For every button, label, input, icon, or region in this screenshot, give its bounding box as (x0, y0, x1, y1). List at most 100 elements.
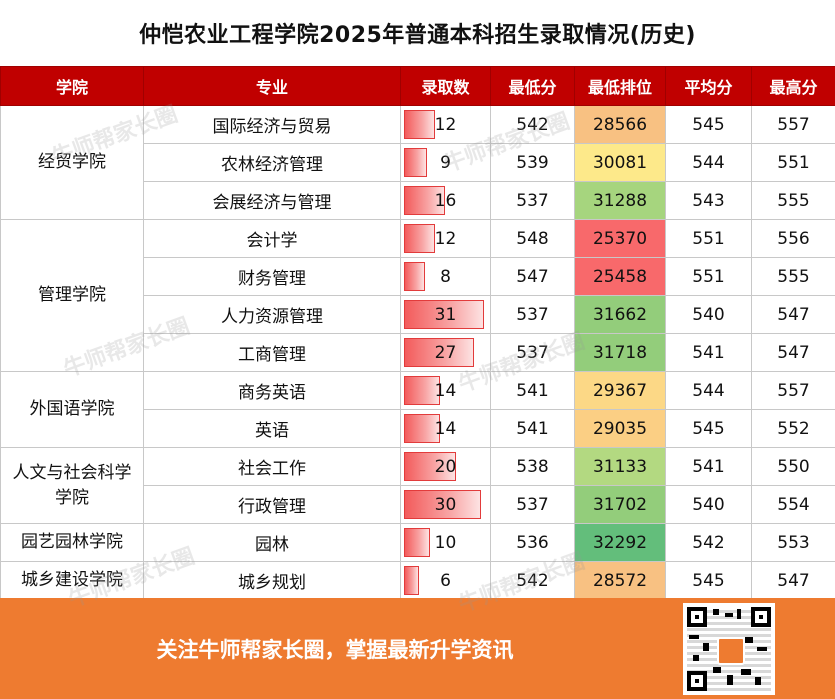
min-rank-cell: 31288 (574, 181, 666, 220)
min-score-cell: 541 (490, 371, 575, 410)
count-cell: 16 (400, 181, 491, 220)
max-score-cell: 550 (751, 447, 835, 486)
min-score-cell-value: 537 (516, 494, 549, 515)
page-title: 仲恺农业工程学院2025年普通本科招生录取情况(历史) (139, 23, 696, 48)
min-score-cell-value: 538 (516, 456, 549, 477)
avg-score-cell-value: 541 (692, 456, 725, 477)
count-cell: 14 (400, 371, 491, 410)
qr-code[interactable] (683, 603, 775, 695)
avg-score-cell: 551 (665, 219, 752, 258)
min-rank-cell: 29367 (574, 371, 666, 410)
major-cell-value: 行政管理 (238, 497, 306, 517)
min-rank-cell: 31133 (574, 447, 666, 486)
major-cell: 农林经济管理 (143, 143, 401, 182)
college-name: 人文与社会科学 学院 (12, 462, 132, 508)
avg-score-cell: 551 (665, 257, 752, 296)
max-score-cell-value: 547 (777, 570, 810, 591)
table-row: 农林经济管理 9 539 30081 544 551 (1, 143, 835, 182)
count-bar (404, 376, 440, 405)
count-cell-value: 8 (440, 266, 451, 287)
major-cell-value: 会展经济与管理 (212, 193, 332, 213)
major-cell: 财务管理 (143, 257, 401, 296)
table-row: 外国语学院 商务英语 14 541 29367 544 557 (0, 371, 835, 448)
max-score-cell: 557 (751, 371, 835, 410)
count-bar (404, 566, 419, 595)
max-score-cell: 554 (751, 485, 835, 524)
avg-score-cell-value: 551 (692, 266, 725, 287)
count-cell-value: 14 (434, 418, 457, 439)
major-cell-value: 商务英语 (238, 383, 306, 403)
count-cell: 12 (400, 219, 491, 258)
min-rank-cell-value: 30081 (592, 152, 648, 173)
count-cell: 20 (400, 447, 491, 486)
avg-score-cell: 545 (665, 409, 752, 448)
footer-text: 关注牛师帮家长圈，掌握最新升学资讯 (156, 637, 514, 662)
header-max-score: 最高分 (751, 66, 835, 106)
qr-logo-icon (717, 637, 745, 665)
min-score-cell: 541 (490, 409, 575, 448)
major-cell-value: 英语 (255, 421, 289, 441)
max-score-cell: 557 (751, 105, 835, 144)
count-cell: 31 (400, 295, 491, 334)
count-cell: 30 (400, 485, 491, 524)
max-score-cell-value: 556 (777, 228, 810, 249)
header-college: 学院 (0, 66, 144, 106)
count-bar (404, 148, 427, 177)
college-cell: 人文与社会科学 学院 (0, 447, 144, 524)
major-cell-value: 工商管理 (238, 345, 306, 365)
min-rank-cell-value: 29035 (592, 418, 648, 439)
max-score-cell-value: 555 (777, 190, 810, 211)
college-cell: 经贸学院 (0, 105, 144, 220)
min-score-cell: 537 (490, 181, 575, 220)
major-cell: 商务英语 (143, 371, 401, 410)
header-min-rank: 最低排位 (574, 66, 666, 106)
max-score-cell-value: 547 (777, 342, 810, 363)
count-cell-value: 12 (434, 114, 457, 135)
min-rank-cell: 32292 (574, 523, 666, 562)
avg-score-cell: 545 (665, 105, 752, 144)
major-cell-value: 会计学 (246, 231, 298, 251)
avg-score-cell: 543 (665, 181, 752, 220)
min-rank-cell-value: 31718 (592, 342, 648, 363)
min-score-cell-value: 537 (516, 190, 549, 211)
max-score-cell-value: 551 (777, 152, 810, 173)
max-score-cell: 556 (751, 219, 835, 258)
table-body: 经贸学院 国际经济与贸易 12 542 28566 545 557 农林经济管理 9 539 300… (0, 105, 835, 600)
avg-score-cell: 542 (665, 523, 752, 562)
major-cell: 人力资源管理 (143, 295, 401, 334)
min-score-cell: 542 (490, 561, 575, 600)
min-rank-cell-value: 29367 (592, 380, 648, 401)
count-cell: 14 (400, 409, 491, 448)
max-score-cell-value: 550 (777, 456, 810, 477)
avg-score-cell-value: 545 (692, 418, 725, 439)
table-row: 人力资源管理 31 537 31662 540 547 (1, 295, 835, 334)
table-row: 工商管理 27 537 31718 541 547 (1, 333, 835, 372)
avg-score-cell: 544 (665, 143, 752, 182)
avg-score-cell: 545 (665, 561, 752, 600)
major-cell: 会计学 (143, 219, 401, 258)
min-rank-cell: 25370 (574, 219, 666, 258)
major-cell-value: 国际经济与贸易 (212, 117, 332, 137)
count-cell-value: 27 (434, 342, 457, 363)
table-row: 城乡建设学院 城乡规划 6 542 28572 545 547 (0, 561, 835, 600)
avg-score-cell-value: 544 (692, 380, 725, 401)
college-cell: 城乡建设学院 (0, 561, 144, 600)
count-cell-value: 16 (434, 190, 457, 211)
major-cell: 工商管理 (143, 333, 401, 372)
max-score-cell: 547 (751, 561, 835, 600)
avg-score-cell-value: 542 (692, 532, 725, 553)
count-cell-value: 31 (434, 304, 457, 325)
max-score-cell: 547 (751, 333, 835, 372)
min-score-cell-value: 541 (516, 418, 549, 439)
count-cell: 10 (400, 523, 491, 562)
avg-score-cell-value: 545 (692, 570, 725, 591)
count-bar (404, 224, 435, 253)
min-score-cell-value: 539 (516, 152, 549, 173)
avg-score-cell-value: 545 (692, 114, 725, 135)
min-rank-cell: 30081 (574, 143, 666, 182)
college-cell: 外国语学院 (0, 371, 144, 448)
count-cell-value: 6 (440, 570, 451, 591)
min-rank-cell-value: 28572 (592, 570, 648, 591)
min-rank-cell: 29035 (574, 409, 666, 448)
max-score-cell: 547 (751, 295, 835, 334)
